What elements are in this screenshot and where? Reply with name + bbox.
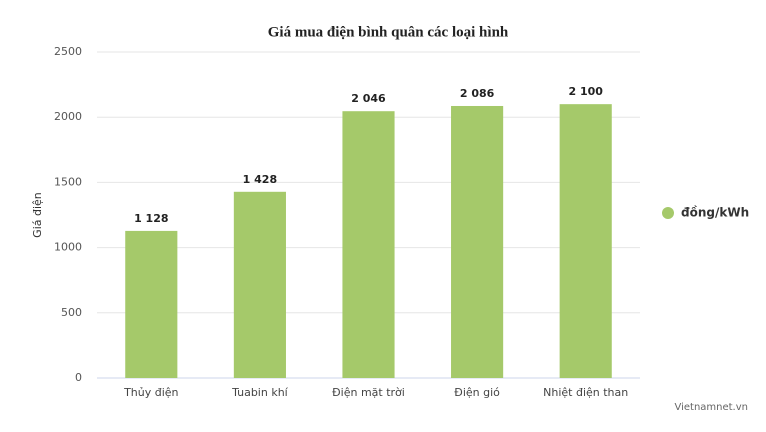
x-tick-label: Thủy điện	[123, 386, 178, 399]
y-tick-label: 500	[61, 306, 82, 319]
y-tick-label: 2000	[54, 110, 82, 123]
legend-label: đồng/kWh	[681, 206, 749, 220]
y-tick-label: 2500	[54, 45, 82, 58]
y-axis-label: Giá điện	[31, 192, 44, 238]
bar	[233, 191, 286, 378]
bar	[559, 104, 612, 378]
value-label: 1 128	[134, 212, 168, 225]
y-tick-label: 0	[75, 371, 82, 384]
bar	[125, 230, 178, 378]
x-tick-label: Điện gió	[454, 386, 500, 399]
x-tick-label: Nhiệt điện than	[543, 386, 628, 399]
chart-title: Giá mua điện bình quân các loại hình	[268, 24, 509, 40]
value-label: 1 428	[243, 173, 277, 186]
x-tick-label: Tuabin khí	[231, 386, 289, 399]
value-label: 2 046	[351, 92, 386, 105]
y-tick-label: 1000	[54, 241, 82, 254]
y-tick-label: 1500	[54, 175, 82, 188]
value-label: 2 100	[568, 85, 603, 98]
bar	[342, 111, 395, 378]
value-label: 2 086	[460, 87, 495, 100]
credit: Vietnamnet.vn	[674, 402, 748, 413]
legend-marker	[662, 207, 674, 219]
x-tick-label: Điện mặt trời	[332, 386, 405, 399]
bar	[451, 105, 504, 379]
